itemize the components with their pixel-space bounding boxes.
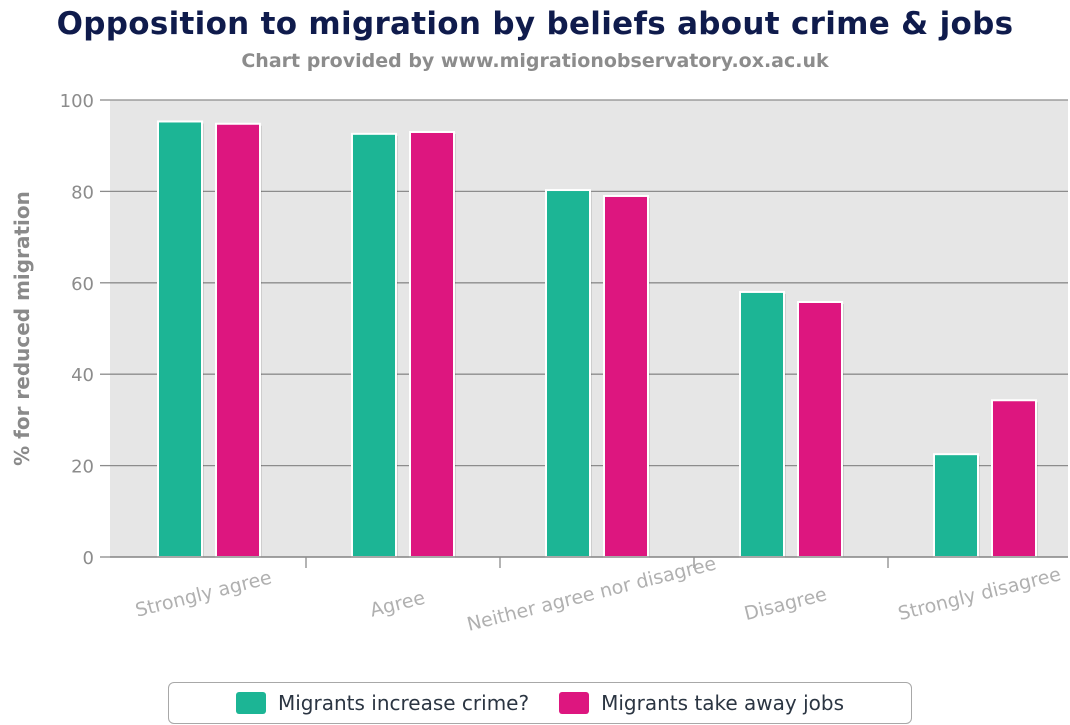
legend-swatch-jobs [559,692,590,714]
bar-jobs[interactable] [215,122,261,558]
y-tick-label: 0 [83,548,94,569]
legend-item-crime[interactable]: Migrants increase crime? [235,691,530,715]
bar-crime[interactable] [351,132,397,558]
bars [157,120,1038,559]
bar-jobs[interactable] [991,399,1037,558]
y-tick-label: 20 [71,457,94,478]
legend: Migrants increase crime? Migrants take a… [168,682,912,724]
x-tick-label: Neither agree nor disagree [465,553,719,636]
y-tick-label: 100 [60,91,94,112]
x-tick-label: Strongly agree [133,567,274,622]
chart-title: Opposition to migration by beliefs about… [56,6,1014,42]
legend-item-jobs[interactable]: Migrants take away jobs [559,691,844,715]
bar-jobs[interactable] [797,300,843,558]
bar-crime[interactable] [157,120,203,558]
bar-jobs[interactable] [603,194,649,558]
x-tick-label: Agree [368,587,428,622]
bar-crime[interactable] [545,189,591,559]
legend-swatch-crime [235,692,266,714]
bar-crime[interactable] [933,453,979,558]
y-tick-label: 80 [71,182,94,203]
y-tick-label: 40 [71,365,94,386]
x-tick-label: Strongly disagree [896,563,1063,625]
y-tick-label: 60 [71,274,94,295]
chart-plot: 0 20 40 60 80 100 Strongly agree Agree Neither a… [10,91,1068,636]
bar-jobs[interactable] [409,130,455,559]
y-axis-label: % for reduced migration [10,191,34,466]
legend-label-crime: Migrants increase crime? [277,691,530,715]
x-tick-label: Disagree [742,583,829,625]
bar-crime[interactable] [739,290,785,558]
chart-subtitle: Chart provided by www.migrationobservato… [241,50,829,72]
legend-label-jobs: Migrants take away jobs [601,691,844,715]
